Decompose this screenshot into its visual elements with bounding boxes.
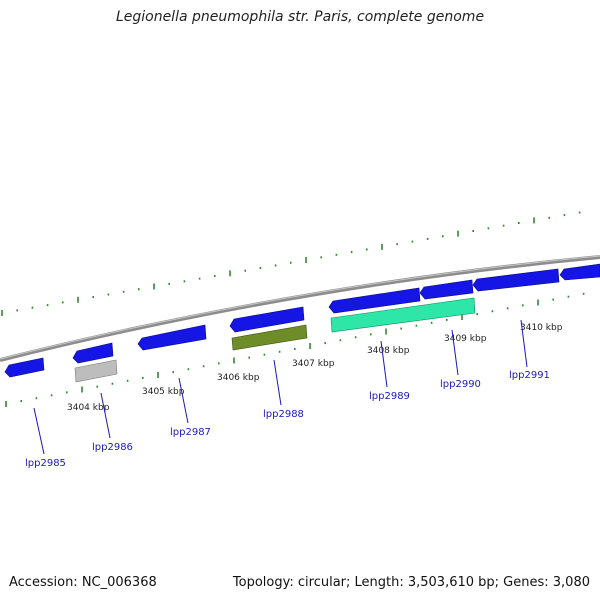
- genome-title: Legionella pneumophila str. Paris, compl…: [115, 9, 485, 25]
- gene-block-lpp2990-upper[interactable]: [419, 279, 474, 300]
- upper-tick-row: [1, 211, 581, 316]
- genome-summary-text: Topology: circular; Length: 3,503,610 bp…: [232, 575, 590, 590]
- leader-line: [33, 407, 45, 455]
- scale-label: 3404 kbp: [67, 403, 110, 413]
- scale-label: 3408 kbp: [367, 346, 410, 356]
- gene-label-lpp2991[interactable]: lpp2991: [509, 370, 550, 381]
- leader-line: [380, 340, 388, 388]
- scale-labels: 3404 kbp 3405 kbp 3406 kbp 3407 kbp 3408…: [67, 323, 563, 413]
- scale-label: 3406 kbp: [217, 373, 260, 383]
- genome-backbone: [0, 255, 600, 362]
- scale-label: 3409 kbp: [444, 334, 487, 344]
- gene-block-lpp2988-upper[interactable]: [229, 306, 305, 333]
- gene-label-lpp2989[interactable]: lpp2989: [369, 391, 410, 402]
- gene-label-lpp2986[interactable]: lpp2986: [92, 442, 133, 453]
- gene-block-lpp2986[interactable]: [74, 359, 118, 383]
- leader-line: [178, 377, 189, 424]
- leader-line: [273, 359, 282, 406]
- gene-label-lpp2988[interactable]: lpp2988: [263, 409, 304, 420]
- accession-text: Accession: NC_006368: [9, 575, 157, 590]
- gene-block-lpp2989-upper[interactable]: [328, 287, 421, 314]
- gene-label-lpp2987[interactable]: lpp2987: [170, 427, 211, 438]
- gene-block-lpp2991[interactable]: [472, 268, 560, 292]
- genome-backbone-highlight: [0, 255, 600, 360]
- scale-label: 3407 kbp: [292, 359, 335, 369]
- leader-line: [520, 319, 528, 368]
- gene-block-lpp2989[interactable]: [330, 297, 476, 333]
- gene-block-lpp2986-upper[interactable]: [72, 342, 114, 364]
- scale-label: 3405 kbp: [142, 387, 185, 397]
- gene-block-lpp2987[interactable]: [137, 324, 207, 351]
- gene-label-lpp2985[interactable]: lpp2985: [25, 458, 66, 469]
- gene-block-lpp2988[interactable]: [231, 324, 308, 351]
- gene-label-lpp2990[interactable]: lpp2990: [440, 379, 481, 390]
- scale-label: 3410 kbp: [520, 323, 563, 333]
- gene-leader-lines: [33, 319, 528, 455]
- gene-labels: lpp2985 lpp2986 lpp2987 lpp2988 lpp2989 …: [25, 370, 550, 469]
- feature-blocks: [4, 263, 600, 383]
- gene-block-lpp2992[interactable]: [559, 263, 600, 281]
- gene-block-lpp2985[interactable]: [4, 357, 45, 378]
- leader-line: [100, 392, 111, 439]
- leader-line: [451, 329, 459, 376]
- lower-tick-row: [5, 292, 585, 407]
